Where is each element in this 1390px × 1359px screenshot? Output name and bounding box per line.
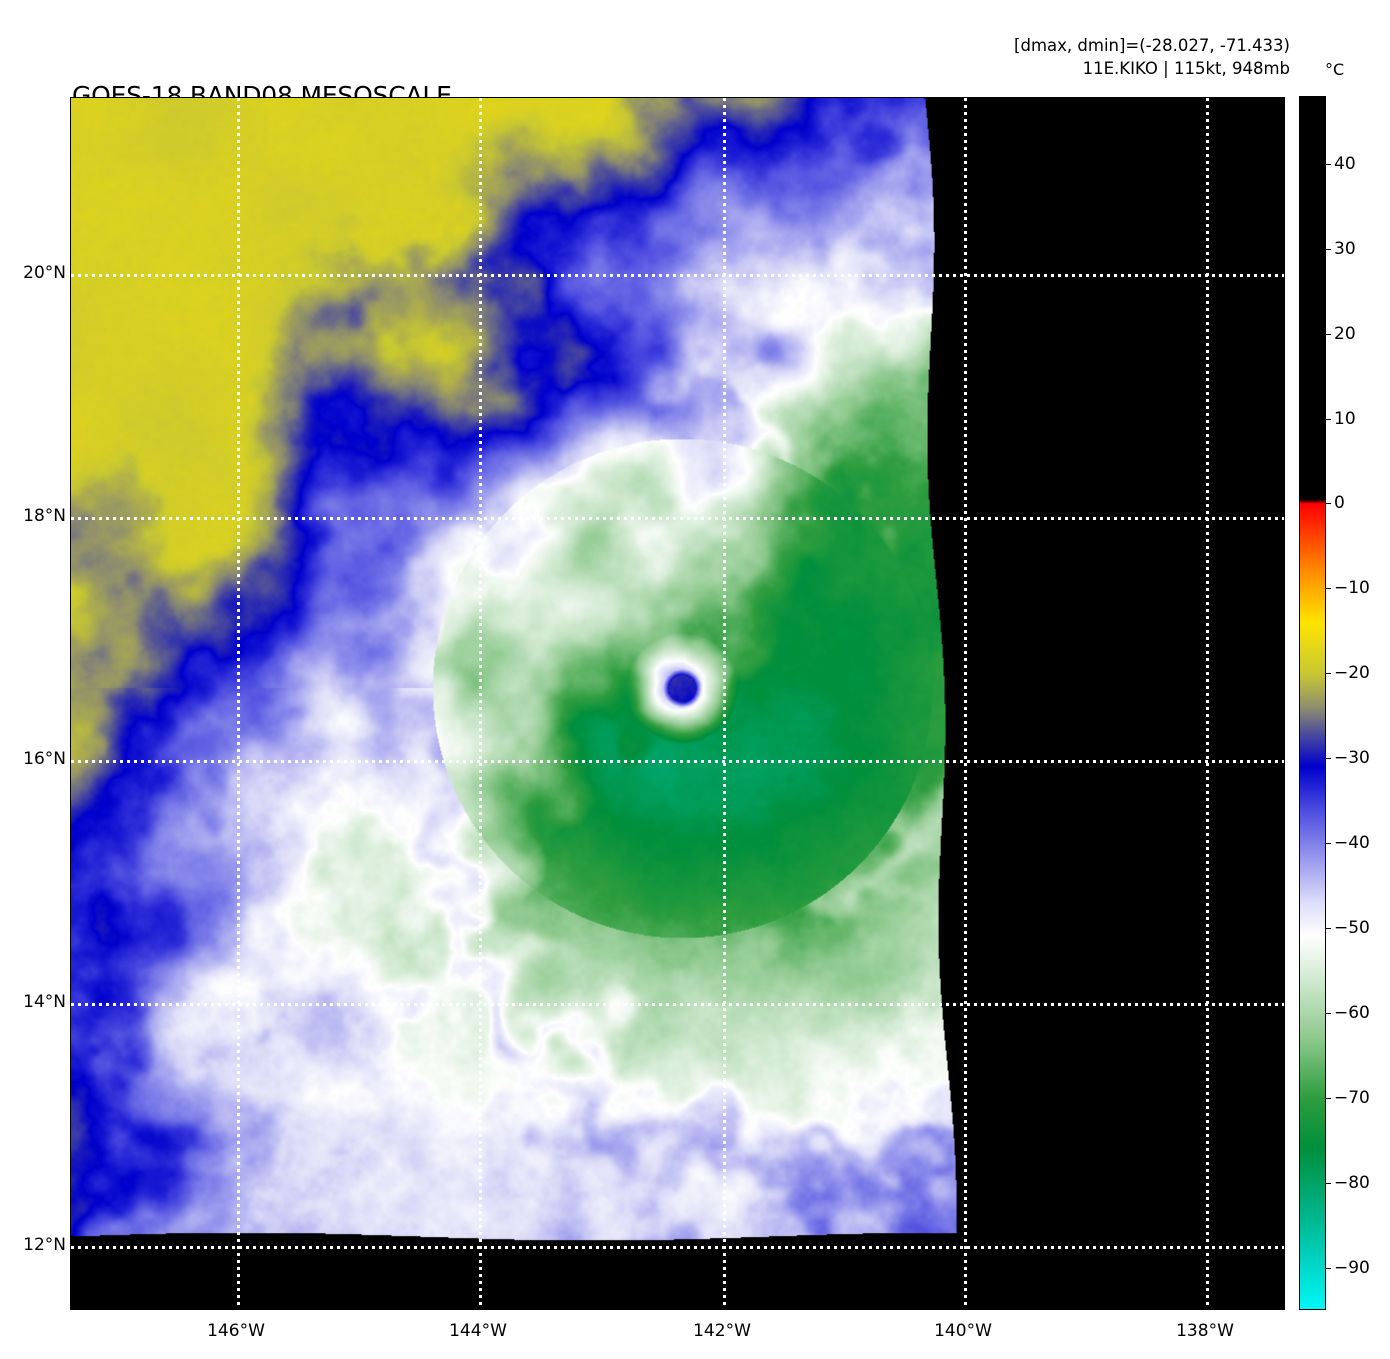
colorbar-tick-label: −30 xyxy=(1334,748,1370,769)
colorbar-tick-mark xyxy=(1326,673,1331,675)
temperature-colorbar xyxy=(1299,96,1326,1310)
metadata-block: [dmax, dmin]=(-28.027, -71.433) 11E.KIKO… xyxy=(1014,34,1290,80)
infrared-brightness-temperature-raster xyxy=(71,98,1284,1309)
colorbar-tick-mark xyxy=(1326,1097,1331,1099)
colorbar-tick-label: −20 xyxy=(1334,663,1370,684)
colorbar-tick-label: −70 xyxy=(1334,1087,1370,1108)
y-axis-tick-label: 20°N xyxy=(23,263,66,283)
colorbar-tick-label: −60 xyxy=(1334,1002,1370,1023)
y-axis-tick-label: 18°N xyxy=(23,506,66,526)
colorbar-tick-label: −10 xyxy=(1334,578,1370,599)
colorbar-tick-mark xyxy=(1326,503,1331,505)
x-axis-tick-label: 144°W xyxy=(449,1321,507,1341)
colorbar-tick-label: 10 xyxy=(1334,408,1356,429)
y-axis-tick-label: 16°N xyxy=(23,749,66,769)
colorbar-tick-label: 0 xyxy=(1334,493,1345,514)
colorbar-tick-mark xyxy=(1326,1182,1331,1184)
storm-info-readout: 11E.KIKO | 115kt, 948mb xyxy=(1082,59,1290,78)
colorbar-tick-label: −40 xyxy=(1334,833,1370,854)
colorbar-tick-mark xyxy=(1326,163,1331,165)
satellite-image-plot: Copyright © 2020-2025 Dapiya xyxy=(70,97,1285,1310)
colorbar-tick-label: −90 xyxy=(1334,1257,1370,1278)
colorbar-gradient xyxy=(1300,97,1325,1309)
colorbar-tick-mark xyxy=(1326,758,1331,760)
colorbar-tick-mark xyxy=(1326,588,1331,590)
colorbar-tick-label: 20 xyxy=(1334,323,1356,344)
colorbar-tick-label: −80 xyxy=(1334,1172,1370,1193)
colorbar-tick-label: 40 xyxy=(1334,153,1356,174)
x-axis-tick-label: 140°W xyxy=(934,1321,992,1341)
x-axis-tick-label: 138°W xyxy=(1176,1321,1234,1341)
x-axis-tick-label: 146°W xyxy=(207,1321,265,1341)
colorbar-tick-mark xyxy=(1326,843,1331,845)
colorbar-tick-mark xyxy=(1326,418,1331,420)
dmax-dmin-readout: [dmax, dmin]=(-28.027, -71.433) xyxy=(1014,36,1290,55)
x-axis-tick-label: 142°W xyxy=(693,1321,751,1341)
colorbar-unit-label: °C xyxy=(1325,60,1345,79)
colorbar-tick-mark xyxy=(1326,1012,1331,1014)
colorbar-tick-mark xyxy=(1326,1267,1331,1269)
y-axis-tick-label: 14°N xyxy=(23,992,66,1012)
colorbar-tick-mark xyxy=(1326,333,1331,335)
colorbar-tick-mark xyxy=(1326,927,1331,929)
colorbar-tick-label: −50 xyxy=(1334,917,1370,938)
y-axis-tick-label: 12°N xyxy=(23,1235,66,1255)
colorbar-tick-label: 30 xyxy=(1334,238,1356,259)
colorbar-tick-mark xyxy=(1326,248,1331,250)
